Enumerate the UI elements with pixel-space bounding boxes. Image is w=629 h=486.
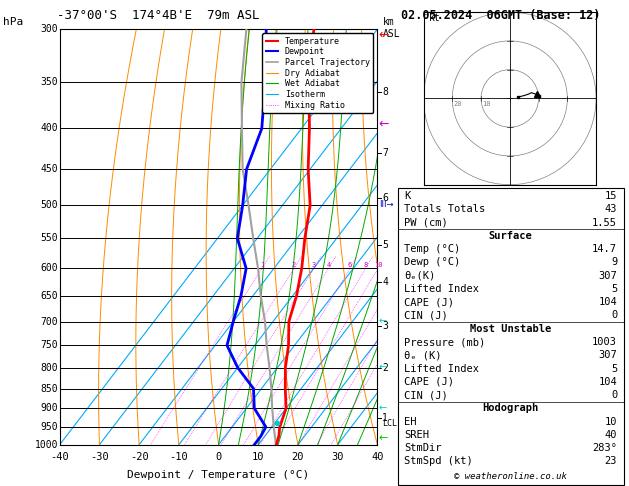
Text: 43: 43 [604, 204, 617, 214]
Text: 5: 5 [382, 240, 388, 250]
Text: 283°: 283° [592, 443, 617, 453]
Text: StmSpd (kt): StmSpd (kt) [404, 456, 473, 467]
Text: 1: 1 [260, 262, 264, 268]
Text: Surface: Surface [489, 231, 533, 241]
Text: 500: 500 [40, 200, 58, 210]
Text: hPa: hPa [3, 17, 23, 27]
Text: K: K [404, 191, 411, 201]
Text: 700: 700 [40, 316, 58, 327]
Text: III→: III→ [379, 200, 393, 208]
Text: Dewpoint / Temperature (°C): Dewpoint / Temperature (°C) [128, 469, 309, 480]
Text: 10: 10 [482, 101, 491, 106]
Text: 900: 900 [40, 403, 58, 413]
Text: 10: 10 [252, 452, 265, 462]
Text: 40: 40 [371, 452, 384, 462]
Text: 3: 3 [382, 321, 388, 331]
Text: 307: 307 [598, 271, 617, 281]
Text: Lifted Index: Lifted Index [404, 364, 479, 374]
Text: 0: 0 [611, 390, 617, 400]
Text: 2: 2 [292, 262, 296, 268]
Text: -40: -40 [50, 452, 69, 462]
Text: 10: 10 [374, 262, 382, 268]
Text: 1000: 1000 [35, 440, 58, 450]
Text: Temp (°C): Temp (°C) [404, 244, 460, 254]
Text: 4: 4 [382, 278, 388, 288]
Text: -30: -30 [90, 452, 109, 462]
FancyBboxPatch shape [398, 188, 624, 485]
Text: ←: ← [379, 118, 389, 131]
Text: Lifted Index: Lifted Index [404, 284, 479, 294]
Text: 3: 3 [312, 262, 316, 268]
Text: 8: 8 [382, 87, 388, 97]
Text: EH: EH [404, 417, 417, 427]
Text: Most Unstable: Most Unstable [470, 324, 552, 334]
Text: ←: ← [379, 316, 387, 327]
Text: © weatheronline.co.uk: © weatheronline.co.uk [454, 472, 567, 481]
Text: 800: 800 [40, 363, 58, 373]
Text: 30: 30 [331, 452, 344, 462]
Text: θₑ (K): θₑ (K) [404, 350, 442, 360]
Text: 850: 850 [40, 383, 58, 394]
Text: Hodograph: Hodograph [482, 403, 539, 414]
Text: CIN (J): CIN (J) [404, 311, 448, 320]
Text: 550: 550 [40, 233, 58, 243]
Text: 104: 104 [598, 297, 617, 307]
Text: 2: 2 [382, 363, 388, 373]
Text: 600: 600 [40, 263, 58, 274]
Text: 950: 950 [40, 422, 58, 432]
Text: 6: 6 [382, 193, 388, 204]
Text: 5: 5 [611, 284, 617, 294]
Text: ←: ← [379, 403, 387, 413]
Text: 307: 307 [598, 350, 617, 360]
Text: 4: 4 [326, 262, 331, 268]
Text: 0: 0 [611, 311, 617, 320]
Text: ←: ← [379, 28, 389, 41]
Text: PW (cm): PW (cm) [404, 218, 448, 227]
Text: 7: 7 [382, 148, 388, 158]
Text: Totals Totals: Totals Totals [404, 204, 486, 214]
Text: SREH: SREH [404, 430, 430, 440]
Legend: Temperature, Dewpoint, Parcel Trajectory, Dry Adiabat, Wet Adiabat, Isotherm, Mi: Temperature, Dewpoint, Parcel Trajectory… [262, 34, 373, 113]
Text: 300: 300 [40, 24, 58, 34]
Text: 10: 10 [604, 417, 617, 427]
Text: 1: 1 [382, 413, 388, 423]
Text: StmDir: StmDir [404, 443, 442, 453]
Text: 40: 40 [604, 430, 617, 440]
Text: 20: 20 [454, 101, 462, 106]
Text: 104: 104 [598, 377, 617, 387]
Text: Mixing Ratio (g/kg): Mixing Ratio (g/kg) [409, 186, 418, 288]
Text: θₑ(K): θₑ(K) [404, 271, 435, 281]
Text: -10: -10 [169, 452, 188, 462]
Text: ←: ← [379, 363, 387, 373]
Text: 650: 650 [40, 291, 58, 301]
Text: 6: 6 [348, 262, 352, 268]
Text: 20: 20 [292, 452, 304, 462]
Text: CAPE (J): CAPE (J) [404, 297, 454, 307]
Text: -20: -20 [130, 452, 148, 462]
Text: -37°00'S  174°4B'E  79m ASL: -37°00'S 174°4B'E 79m ASL [57, 9, 259, 22]
Text: 15: 15 [604, 191, 617, 201]
Text: 14.7: 14.7 [592, 244, 617, 254]
Text: 9: 9 [611, 258, 617, 267]
Text: ←: ← [379, 433, 388, 443]
Text: LCL: LCL [382, 419, 397, 428]
Text: 23: 23 [604, 456, 617, 467]
Text: 400: 400 [40, 123, 58, 134]
Text: Dewp (°C): Dewp (°C) [404, 258, 460, 267]
Text: km
ASL: km ASL [382, 17, 400, 38]
Text: 350: 350 [40, 77, 58, 87]
Text: CAPE (J): CAPE (J) [404, 377, 454, 387]
Text: kt: kt [429, 13, 441, 23]
Text: 450: 450 [40, 164, 58, 174]
Text: CIN (J): CIN (J) [404, 390, 448, 400]
Text: 1003: 1003 [592, 337, 617, 347]
Text: 02.05.2024  06GMT (Base: 12): 02.05.2024 06GMT (Base: 12) [401, 9, 601, 22]
Text: Pressure (mb): Pressure (mb) [404, 337, 486, 347]
Text: 0: 0 [216, 452, 221, 462]
Text: 5: 5 [611, 364, 617, 374]
Text: 8: 8 [364, 262, 368, 268]
Text: 750: 750 [40, 340, 58, 350]
Text: 1.55: 1.55 [592, 218, 617, 227]
